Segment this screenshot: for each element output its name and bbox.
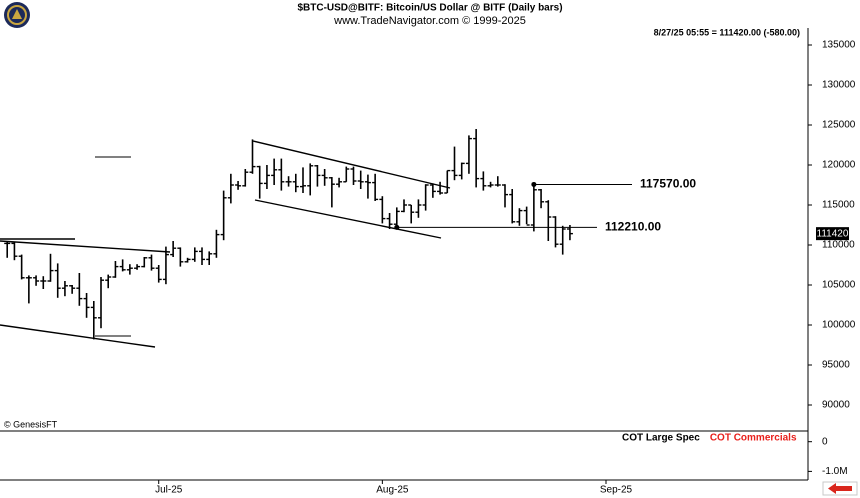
y-tick-label: 110000 xyxy=(822,240,855,251)
trend-lines xyxy=(0,140,451,348)
x-tick-label: Aug-25 xyxy=(376,485,409,496)
x-tick-label: Sep-25 xyxy=(600,485,633,496)
y-tick-label: 125000 xyxy=(822,120,856,131)
chart-title: $BTC-USD@BITF: Bitcoin/US Dollar @ BITF … xyxy=(297,3,562,14)
scroll-arrow[interactable] xyxy=(822,481,858,496)
annotation-label: 112210.00 xyxy=(605,219,661,233)
annotation-dot xyxy=(394,224,400,230)
y-tick-label: 90000 xyxy=(822,400,850,411)
legend-label: COT Commercials xyxy=(710,433,797,444)
y-tick-label: 105000 xyxy=(822,280,856,291)
y-tick-label: 100000 xyxy=(822,320,856,331)
y-tick-label: 95000 xyxy=(822,360,850,371)
legend-label: COT Large Spec xyxy=(622,433,700,444)
y-tick-label: 115000 xyxy=(822,200,855,211)
y-tick-label: 120000 xyxy=(822,160,856,171)
last-price-label: 111420 xyxy=(817,228,849,239)
quote: 8/27/25 05:55 = 111420.00 (-580.00) xyxy=(654,27,800,37)
annotation-dot xyxy=(531,181,537,187)
chart-subtitle: www.TradeNavigator.com © 1999-2025 xyxy=(333,15,526,27)
y-tick-label: 135000 xyxy=(822,40,856,51)
logo xyxy=(4,2,30,28)
copyright: © GenesisFT xyxy=(4,419,58,429)
x-tick-label: Jul-25 xyxy=(155,485,183,496)
y-tick-label: 0 xyxy=(822,436,828,447)
y-tick-label: -1.0M xyxy=(822,466,848,477)
y-tick-label: 130000 xyxy=(822,80,856,91)
annotation-label: 117570.00 xyxy=(640,177,696,191)
last-price-box xyxy=(816,227,849,241)
